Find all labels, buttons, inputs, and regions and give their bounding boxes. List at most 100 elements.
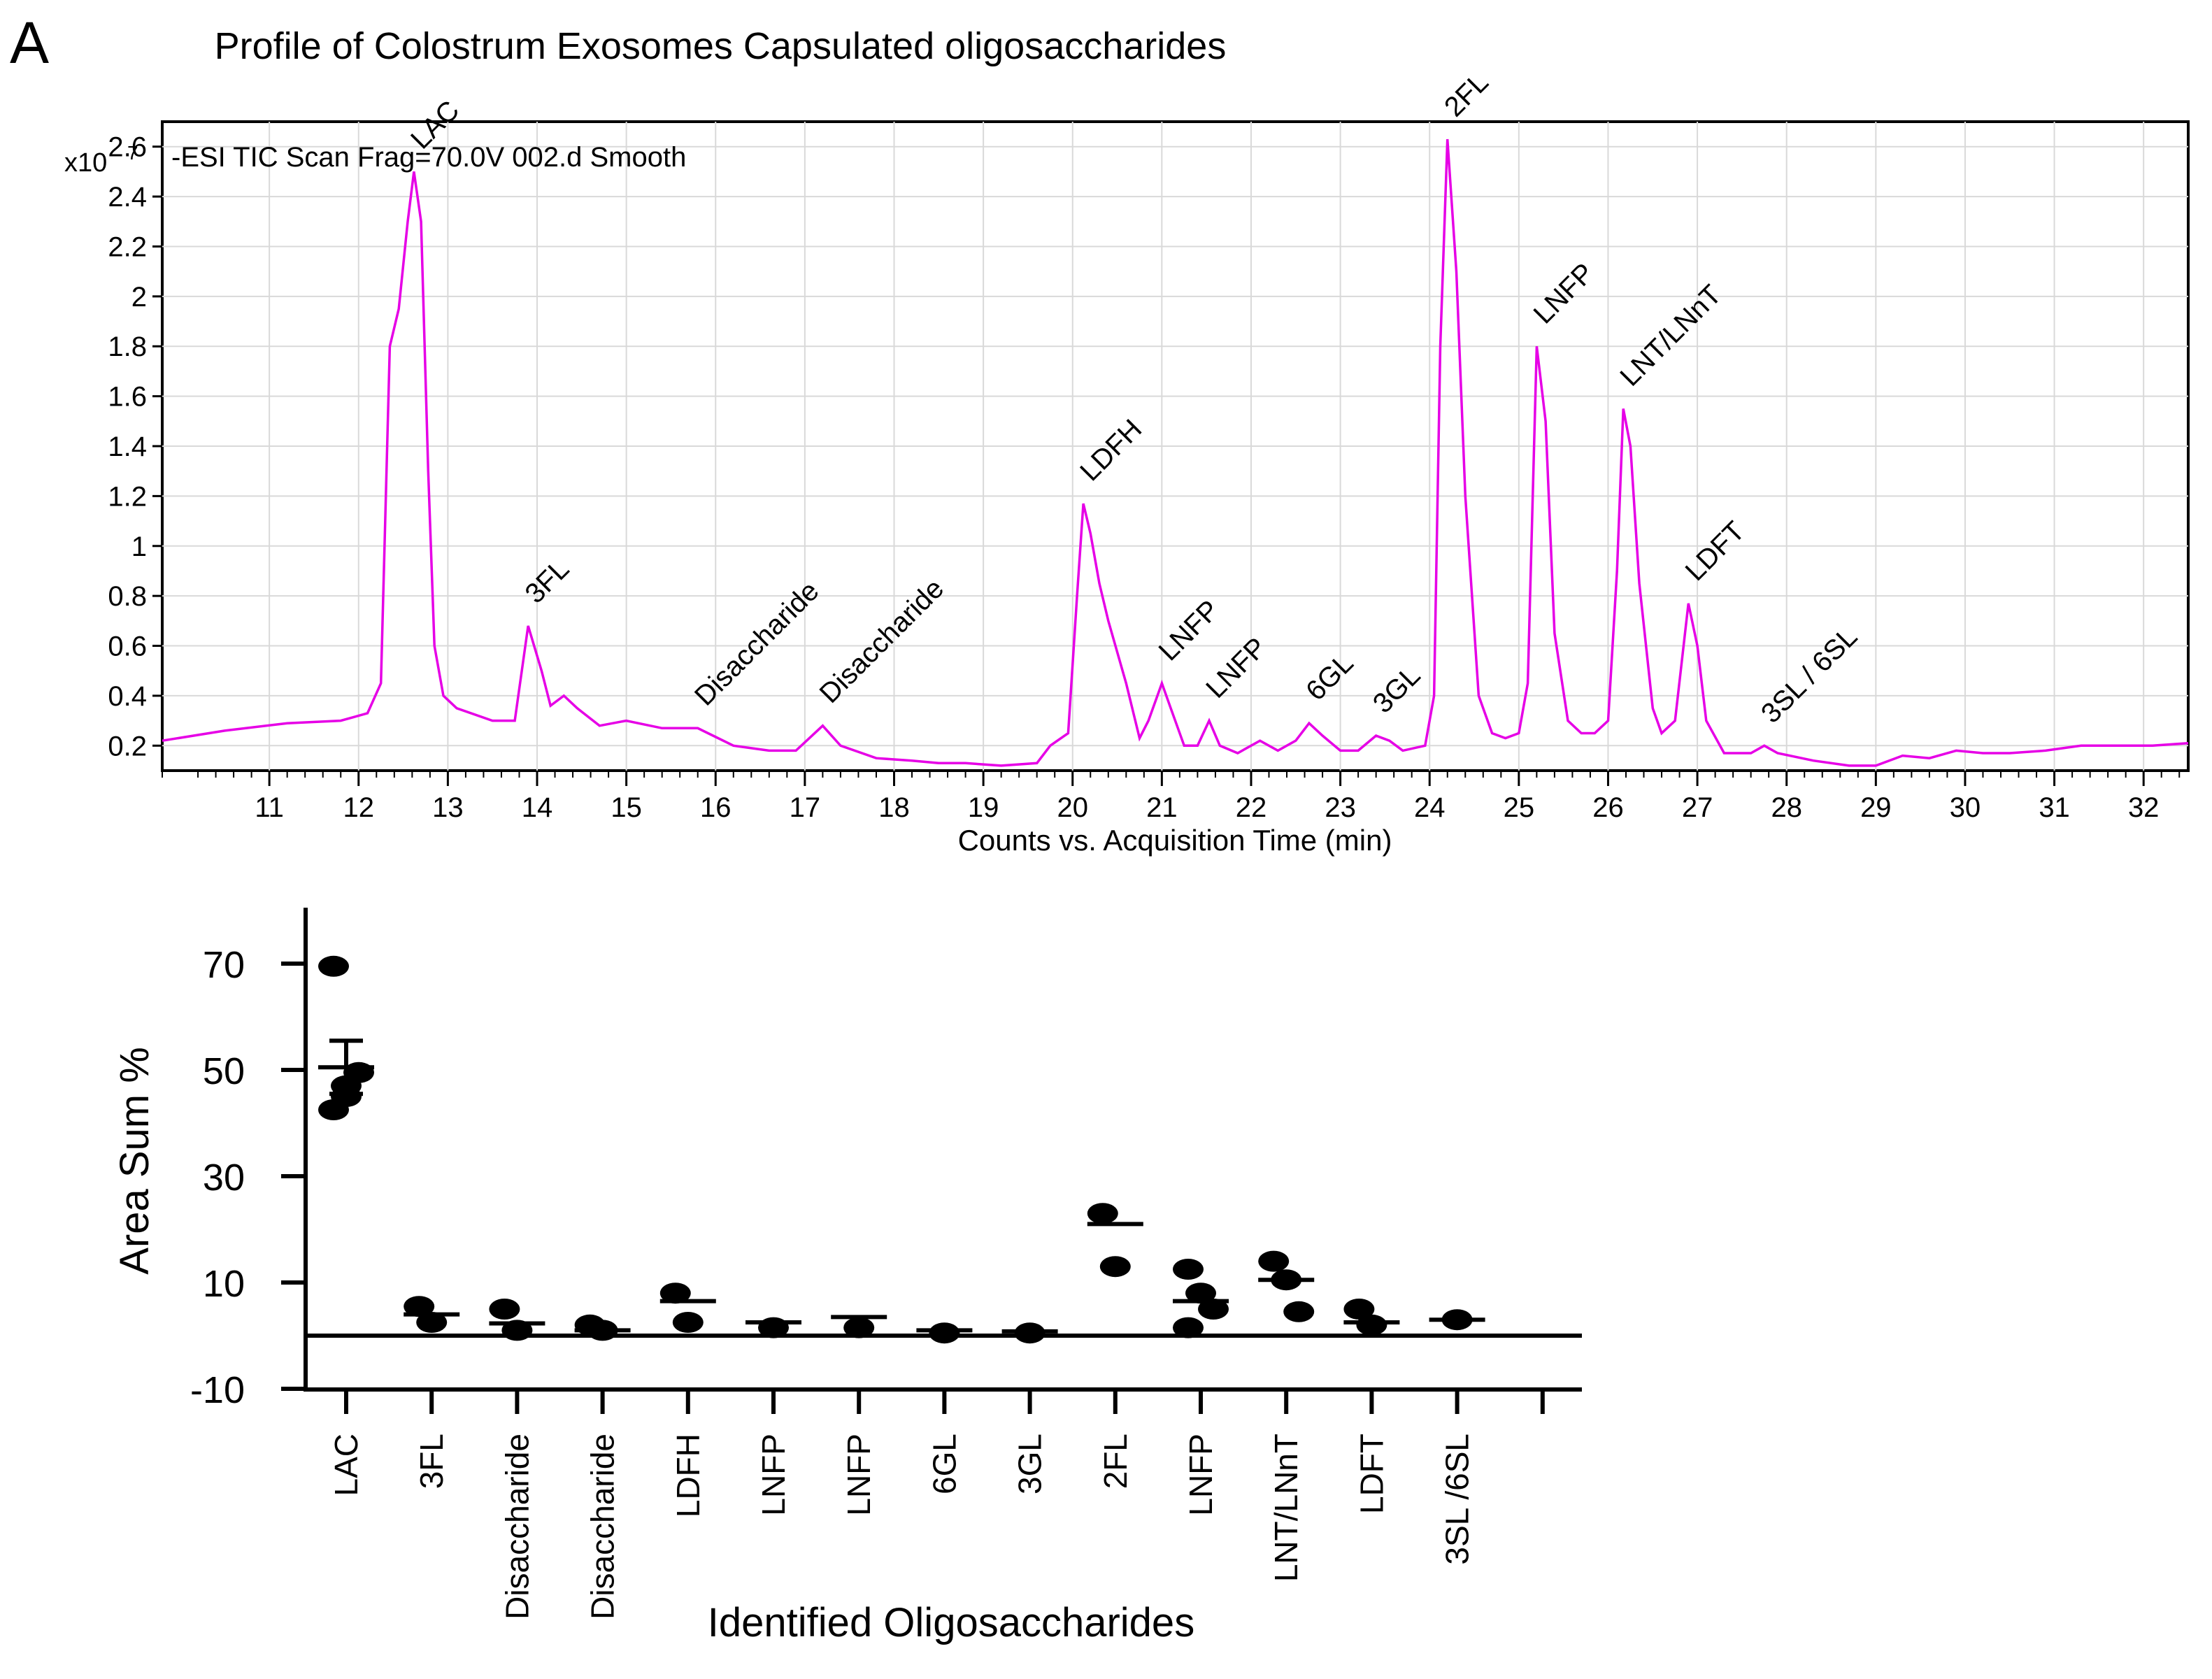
data-point	[1356, 1314, 1387, 1336]
x-tick-label: LNFP	[755, 1434, 792, 1516]
y-tick-label: 0.4	[108, 681, 147, 712]
peak-label: 2FL	[1439, 66, 1494, 122]
data-point	[1343, 1299, 1375, 1320]
x-tick-label: Disaccharide	[585, 1434, 621, 1620]
chromatogram-panel: A Profile of Colostrum Exosomes Capsulat…	[10, 10, 2190, 857]
x-tick-label: LDFT	[1353, 1434, 1390, 1514]
y-tick-label: 1.8	[108, 331, 147, 362]
y-axis-title: Area Sum %	[112, 1047, 157, 1275]
peak-label: LNFP	[1200, 632, 1272, 704]
x-tick-label: 20	[1057, 792, 1088, 823]
x-tick-label: 28	[1771, 792, 1802, 823]
y-tick-label: 50	[203, 1050, 245, 1092]
y-tick-label: 1.4	[108, 431, 147, 462]
data-point	[331, 1086, 362, 1107]
data-point	[843, 1317, 875, 1338]
x-tick-label: 18	[878, 792, 910, 823]
x-tick-label: 3FL	[413, 1434, 450, 1489]
data-point	[672, 1312, 704, 1333]
x-tick-label: 6GL	[926, 1434, 962, 1494]
x-tick-label: 11	[255, 792, 284, 823]
data-point	[416, 1312, 448, 1333]
y-tick-label: 1.6	[108, 382, 147, 413]
y-tick-label: 1	[131, 531, 147, 562]
x-tick-label: 29	[1860, 792, 1892, 823]
y-tick-label: 0.8	[108, 581, 147, 612]
x-tick-label: 15	[611, 792, 642, 823]
peak-label: 3SL / 6SL	[1755, 621, 1863, 729]
data-point	[929, 1322, 960, 1344]
x-axis-title: Identified Oligosaccharides	[708, 1600, 1194, 1645]
data-point	[318, 955, 349, 977]
peak-label: LDFH	[1074, 413, 1148, 487]
y-tick-label: 0.2	[108, 731, 147, 762]
x-tick-label: LNFP	[1183, 1434, 1219, 1516]
x-tick-label: 12	[343, 792, 375, 823]
x-tick-label: 17	[790, 792, 821, 823]
data-point	[1185, 1283, 1216, 1304]
y-tick-label: 2.6	[108, 132, 147, 163]
y-tick-label: 2.2	[108, 231, 147, 262]
x-axis-title: Counts vs. Acquisition Time (min)	[958, 824, 1392, 857]
y-tick-label: 1.2	[108, 481, 147, 512]
peak-label: LDFT	[1680, 515, 1751, 587]
data-point	[1258, 1250, 1290, 1272]
chart-title: Profile of Colostrum Exosomes Capsulated…	[215, 25, 1227, 67]
tic-trace-line	[162, 138, 2189, 767]
x-tick-label: 3GL	[1012, 1434, 1048, 1494]
peak-label: LNFP	[1528, 257, 1600, 329]
panel-label: A	[10, 10, 49, 76]
peak-label: 6GL	[1300, 648, 1360, 707]
x-tick-label: 14	[522, 792, 553, 823]
x-tick-label: 3SL /6SL	[1439, 1434, 1476, 1565]
y-tick-label: 70	[203, 944, 245, 986]
peak-label: 3FL	[519, 553, 575, 609]
y-axis-ticks: 0.2 0.4 0.6 0.8 1 1.2 1.4 1.6 1.8 2 2.2 2.4 2.6	[108, 132, 162, 762]
y-tick-label: -10	[190, 1369, 245, 1411]
x-tick-label: 2FL	[1097, 1434, 1134, 1489]
data-point	[1087, 1203, 1118, 1224]
y-tick-label: 10	[203, 1263, 245, 1305]
x-tick-label: 19	[968, 792, 999, 823]
area-sum-panel: 70 50 30 10 -10 LAC 3FL Disaccharide Disacchari…	[112, 908, 1582, 1645]
y-multiplier-base: x10	[64, 148, 107, 178]
x-tick-label: 24	[1414, 792, 1446, 823]
x-tick-label: 27	[1682, 792, 1713, 823]
y-tick-label: 2	[131, 282, 147, 313]
y-axis-ticks: 70 50 30 10 -10	[190, 944, 306, 1411]
peak-label: LNFP	[1153, 594, 1225, 666]
y-multiplier-label: x10 7	[64, 142, 138, 178]
y-tick-label: 0.6	[108, 631, 147, 662]
data-point	[1283, 1301, 1315, 1322]
x-tick-label: 31	[2039, 792, 2070, 823]
y-multiplier-exponent: 7	[127, 142, 138, 164]
x-tick-label: 22	[1236, 792, 1267, 823]
x-tick-label: LNT/LNnT	[1268, 1434, 1304, 1582]
peak-label: 3GL	[1367, 660, 1427, 720]
x-tick-label: LDFH	[670, 1434, 706, 1517]
x-tick-label: 25	[1504, 792, 1535, 823]
data-marks	[318, 955, 1485, 1344]
x-tick-label: 26	[1592, 792, 1624, 823]
peak-label: Disaccharide	[814, 573, 950, 710]
x-tick-label: 13	[432, 792, 464, 823]
trace-label: -ESI TIC Scan Frag=70.0V 002.d Smooth	[171, 142, 686, 173]
x-tick-label: 16	[700, 792, 732, 823]
x-axis-ticks: 11 12 13 14 15 16 17 18 19 20 21 22 23 24 25 26 27 28 29 30…	[162, 771, 2181, 823]
x-tick-label: Disaccharide	[499, 1434, 535, 1620]
data-point	[659, 1283, 691, 1304]
data-point	[404, 1296, 435, 1317]
grid-lines	[162, 122, 2188, 771]
y-tick-label: 30	[203, 1157, 245, 1199]
x-tick-label: 23	[1325, 792, 1356, 823]
x-tick-label: 21	[1146, 792, 1178, 823]
x-tick-label: 32	[2128, 792, 2160, 823]
x-tick-label: LNFP	[841, 1434, 877, 1516]
x-tick-label: 30	[1950, 792, 1981, 823]
y-tick-label: 2.4	[108, 182, 147, 213]
data-point	[1099, 1256, 1131, 1278]
x-axis-ticks: LAC 3FL Disaccharide Disaccharide LDFH LNFP LN…	[328, 1389, 1545, 1620]
data-point	[1173, 1317, 1204, 1338]
data-point	[1198, 1299, 1229, 1320]
